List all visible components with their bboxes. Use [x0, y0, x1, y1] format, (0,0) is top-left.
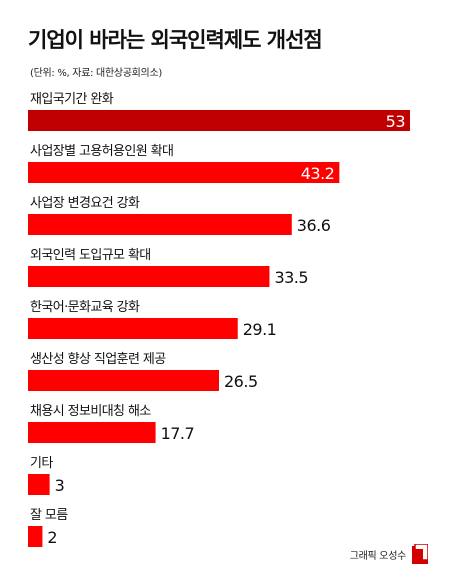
category-label: 잘 모름	[30, 508, 68, 523]
chart-subtitle: (단위: %, 자료: 대한상공회의소)	[30, 68, 162, 79]
bar	[28, 526, 43, 547]
bar	[28, 318, 238, 339]
graphic-credit: 그래픽 오성수	[349, 550, 407, 562]
value-label: 29.1	[243, 320, 277, 339]
category-label: 사업장별 고용허용인원 확대	[30, 144, 173, 159]
value-label: 36.6	[297, 216, 331, 235]
value-label: 33.5	[274, 268, 308, 287]
publisher-logo-icon	[412, 544, 428, 564]
category-label: 외국인력 도입규모 확대	[30, 248, 151, 263]
bar	[28, 162, 340, 183]
bar	[28, 214, 292, 235]
value-label: 43.2	[301, 164, 335, 183]
category-label: 사업장 변경요건 강화	[30, 196, 140, 211]
footer: 그래픽 오성수	[350, 544, 428, 564]
category-label: 생산성 향상 직업훈련 제공	[30, 352, 166, 367]
value-label: 53	[386, 112, 405, 131]
category-label: 한국어·문화교육 강화	[30, 300, 140, 315]
value-label: 2	[47, 528, 57, 547]
chart-title: 기업이 바라는 외국인력제도 개선점	[28, 28, 323, 52]
bar	[28, 370, 219, 391]
category-label: 재입국기간 완화	[30, 92, 114, 107]
value-label: 17.7	[161, 424, 195, 443]
bar	[28, 474, 50, 495]
value-label: 3	[55, 476, 65, 495]
bar	[28, 266, 270, 287]
value-label: 26.5	[224, 372, 258, 391]
bar	[28, 422, 156, 443]
category-label: 기타	[30, 456, 53, 471]
bar	[28, 110, 410, 131]
category-label: 채용시 정보비대칭 해소	[30, 404, 151, 419]
